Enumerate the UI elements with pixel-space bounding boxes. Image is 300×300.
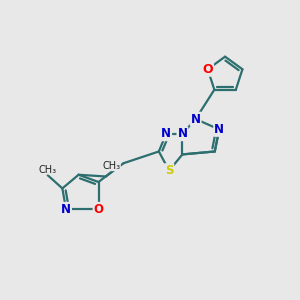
Text: O: O [202, 63, 213, 76]
Text: CH₃: CH₃ [103, 161, 121, 171]
Text: N: N [190, 112, 201, 126]
Text: N: N [161, 127, 171, 140]
Text: CH₃: CH₃ [39, 164, 57, 175]
Text: N: N [214, 123, 224, 136]
Text: N: N [177, 127, 188, 140]
Text: S: S [165, 164, 173, 177]
Text: N: N [61, 203, 71, 216]
Text: O: O [94, 203, 103, 216]
